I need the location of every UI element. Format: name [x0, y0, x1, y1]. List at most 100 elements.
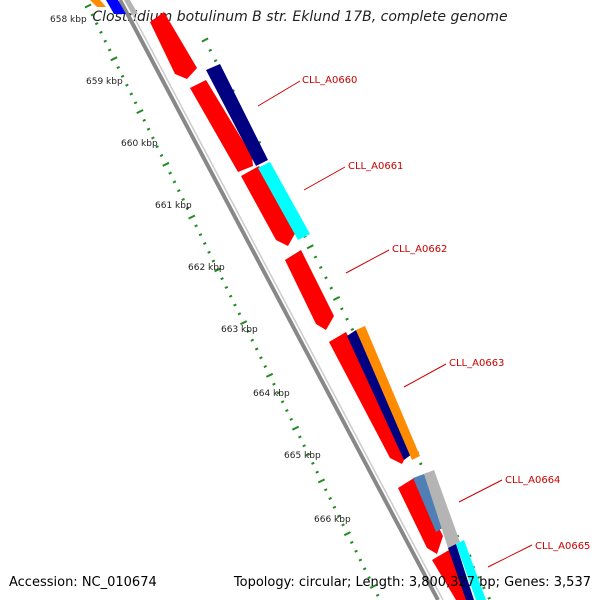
orange-feature	[356, 326, 420, 460]
accession-text: Accession: NC_010674	[9, 575, 157, 590]
gene-label[interactable]: CLL_A0661	[348, 161, 403, 172]
minor-tick-mark	[332, 505, 337, 509]
minor-tick-mark	[362, 567, 367, 571]
red-feature	[329, 332, 409, 464]
pointer-line	[257, 80, 301, 107]
grey-feature	[124, 0, 138, 14]
minor-tick-mark	[228, 294, 233, 298]
minor-tick-mark	[211, 259, 216, 263]
gene-labels: CLL_A0660 CLL_A0661 CLL_A0662 CLL_A0663 …	[302, 75, 590, 552]
major-tick-mark	[84, 3, 92, 9]
minor-tick-mark	[133, 101, 138, 105]
minor-tick-mark	[328, 496, 332, 501]
minor-tick-mark	[367, 576, 371, 580]
minor-tick-mark	[198, 233, 203, 237]
major-tick-mark	[240, 320, 248, 326]
backbone-inner-line	[124, 0, 444, 600]
minor-tick-mark	[176, 189, 181, 193]
backbone	[118, 0, 444, 600]
minor-tick-mark	[120, 74, 125, 78]
minor-tick-mark	[336, 514, 341, 518]
minor-tick-mark	[99, 30, 103, 34]
tick-label: 658 kbp	[50, 15, 87, 25]
tick-label: 666 kbp	[314, 515, 351, 525]
major-tick-mark	[214, 267, 222, 273]
minor-tick-mark	[289, 417, 293, 421]
major-tick-mark	[306, 244, 314, 250]
minor-tick-mark	[358, 558, 363, 562]
major-tick-mark	[110, 56, 118, 62]
red-feature	[241, 166, 297, 246]
orange-feature	[90, 0, 106, 7]
major-tick-mark	[136, 109, 144, 114]
red-feature	[150, 12, 197, 79]
tick-label: 662 kbp	[188, 263, 225, 273]
gene-label[interactable]: CLL_A0665	[535, 541, 590, 552]
minor-tick-mark	[220, 277, 224, 281]
tick-label: 665 kbp	[284, 451, 321, 461]
cyan-feature	[258, 162, 310, 240]
minor-tick-mark	[272, 382, 276, 386]
minor-tick-mark	[155, 145, 159, 149]
minor-tick-mark	[146, 127, 151, 131]
tick-label: 659 kbp	[86, 77, 123, 87]
minor-tick-mark	[375, 593, 380, 597]
minor-tick-mark	[340, 307, 344, 311]
grey-feature	[424, 470, 460, 548]
cyan-feature	[456, 540, 486, 600]
major-tick-mark	[343, 531, 351, 537]
minor-tick-mark	[280, 400, 285, 404]
minor-tick-mark	[349, 540, 354, 545]
minor-tick-mark	[207, 250, 211, 254]
minor-tick-mark	[116, 65, 121, 70]
minor-tick-mark	[172, 180, 177, 184]
label-pointer-lines	[257, 80, 533, 568]
minor-tick-mark	[103, 39, 108, 43]
pointer-line	[487, 544, 533, 568]
major-tick-mark	[188, 214, 196, 220]
minor-tick-mark	[354, 549, 358, 553]
tick-label: 660 kbp	[121, 139, 158, 149]
minor-tick-mark	[94, 22, 99, 26]
navy-feature	[206, 64, 268, 166]
minor-tick-mark	[298, 435, 302, 439]
pointer-line	[303, 166, 346, 191]
minor-tick-mark	[254, 347, 259, 351]
minor-tick-mark	[329, 286, 334, 290]
steelblue-feature	[413, 474, 446, 532]
gene-label[interactable]: CLL_A0662	[392, 244, 447, 255]
minor-tick-mark	[318, 265, 323, 270]
major-tick-mark	[369, 584, 377, 589]
minor-tick-mark	[125, 83, 129, 87]
gene-label[interactable]: CLL_A0663	[449, 358, 504, 369]
minor-tick-mark	[487, 596, 491, 600]
minor-tick-mark	[276, 391, 281, 395]
gene-label[interactable]: CLL_A0664	[505, 475, 560, 486]
tick-labels: 658 kbp 659 kbp 660 kbp 661 kbp 662 kbp …	[50, 15, 351, 525]
red-feature	[285, 250, 334, 330]
gene-label[interactable]: CLL_A0660	[302, 75, 357, 86]
tick-label: 663 kbp	[221, 325, 258, 335]
major-tick-mark	[162, 161, 170, 167]
blue-feature	[106, 0, 126, 14]
minor-tick-mark	[159, 153, 164, 158]
minor-tick-mark	[202, 241, 207, 246]
pointer-line	[458, 479, 503, 503]
minor-tick-mark	[418, 462, 423, 466]
partial-features-top	[90, 0, 138, 14]
minor-tick-mark	[341, 523, 345, 527]
minor-tick-mark	[168, 171, 172, 175]
minor-tick-mark	[306, 452, 311, 457]
scale-minor-ticks	[84, 3, 380, 597]
tick-label: 664 kbp	[253, 389, 290, 399]
minor-tick-mark	[237, 312, 242, 316]
minor-tick-mark	[285, 408, 289, 413]
minor-tick-mark	[302, 444, 306, 448]
major-tick-mark	[265, 372, 274, 378]
pointer-line	[345, 249, 390, 274]
minor-tick-mark	[250, 338, 255, 342]
minor-tick-mark	[246, 329, 250, 333]
minor-tick-mark	[323, 488, 328, 492]
